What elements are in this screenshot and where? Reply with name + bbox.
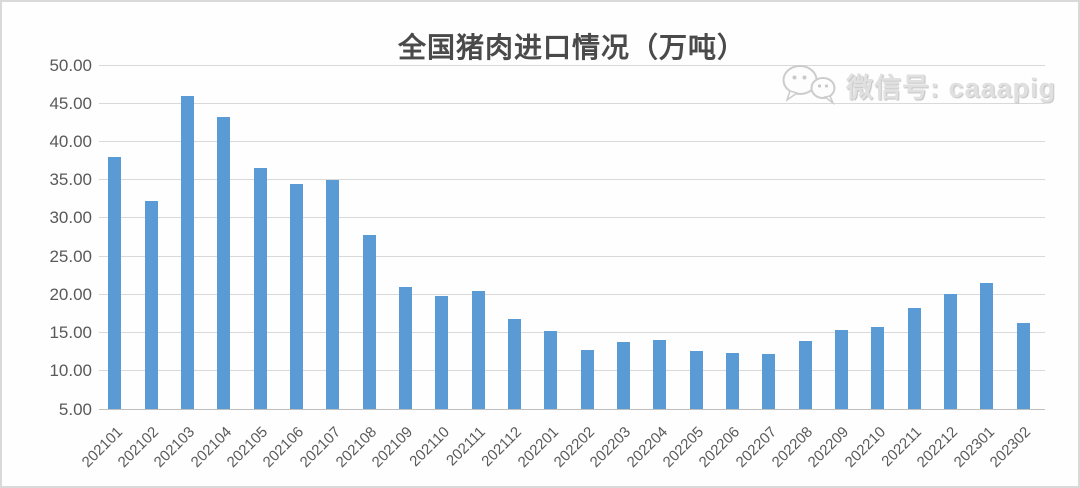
y-axis-label: 30.00 [49, 208, 92, 228]
bar-202209 [834, 330, 848, 409]
x-axis-label: 202210 [841, 423, 889, 471]
bar-202112 [507, 318, 521, 409]
bar-202211 [907, 308, 921, 409]
x-axis-label: 202212 [913, 423, 962, 471]
bar-202204 [653, 340, 667, 409]
bar-202102 [144, 201, 158, 409]
y-axis-label: 50.00 [49, 55, 92, 75]
wechat-icon [782, 65, 836, 106]
y-axis-label: 20.00 [49, 284, 92, 304]
bar-202106 [289, 184, 303, 409]
gridline [99, 217, 1045, 219]
gridline [99, 140, 1045, 142]
gridline [99, 255, 1045, 257]
gridline [99, 332, 1045, 334]
bar-202207 [762, 353, 776, 409]
bar-202212 [943, 293, 957, 409]
bar-202107 [326, 179, 340, 409]
gridline [99, 370, 1045, 372]
bar-202302 [1016, 323, 1030, 409]
bar-202108 [362, 234, 376, 409]
x-axis-line [99, 408, 1045, 410]
watermark: 微信号: caaapig [780, 62, 1056, 108]
bar-202208 [798, 340, 812, 409]
bar-202110 [435, 295, 449, 409]
bar-202101 [108, 156, 122, 409]
y-axis-label: 25.00 [49, 246, 92, 266]
bar-202104 [217, 116, 231, 409]
gridline [99, 293, 1045, 295]
y-axis-label: 40.00 [49, 131, 92, 151]
watermark-text: 微信号: caaapig [845, 72, 1056, 103]
bar-202109 [398, 286, 412, 409]
bar-202206 [725, 353, 739, 409]
bar-202210 [871, 327, 885, 409]
bar-202105 [253, 168, 267, 409]
y-axis-label: 45.00 [49, 93, 92, 113]
y-axis-label: 10.00 [49, 361, 92, 381]
bar-202202 [580, 350, 594, 409]
bar-202301 [980, 282, 994, 409]
chart-title: 全国猪肉进口情况（万吨） [397, 33, 746, 64]
y-axis-label: 15.00 [49, 323, 92, 343]
x-axis-label: 202110 [406, 423, 453, 471]
y-axis-label: 35.00 [49, 170, 92, 190]
gridline [99, 64, 1045, 66]
bar-202201 [544, 331, 558, 409]
bar-202203 [616, 341, 630, 409]
bar-202205 [689, 350, 703, 409]
gridline [99, 102, 1045, 104]
y-axis-label: 5.00 [58, 399, 92, 419]
gridline [99, 179, 1045, 181]
bar-202103 [180, 96, 194, 409]
bar-202111 [471, 291, 485, 409]
